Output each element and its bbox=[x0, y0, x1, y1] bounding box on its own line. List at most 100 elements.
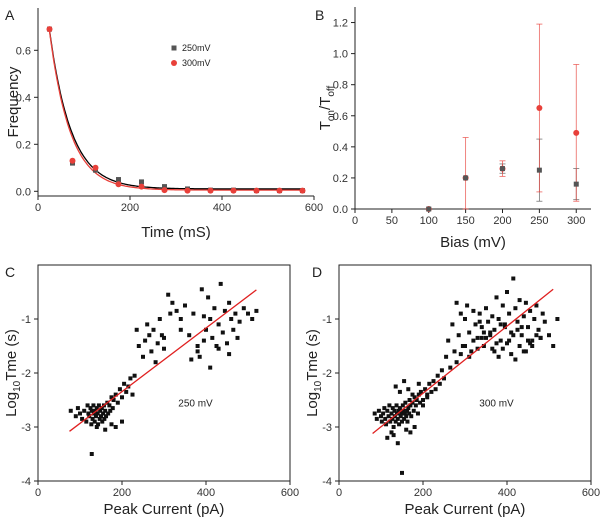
panel-letter: D bbox=[312, 264, 322, 280]
y-axis-label-subscript: 10 bbox=[313, 380, 324, 392]
data-point bbox=[103, 408, 108, 413]
y-axis-label: Log10Tme (s) bbox=[304, 329, 324, 417]
data-point bbox=[117, 387, 122, 392]
data-point bbox=[408, 403, 413, 408]
data-point bbox=[442, 376, 446, 381]
y-tick-label: 0.4 bbox=[333, 142, 348, 154]
data-point bbox=[400, 403, 405, 408]
data-point bbox=[515, 327, 520, 332]
data-point bbox=[406, 387, 411, 392]
data-point bbox=[89, 422, 94, 427]
data-point bbox=[201, 314, 206, 319]
y-tick-label: -2 bbox=[21, 368, 31, 380]
data-point bbox=[250, 317, 255, 321]
data-point bbox=[149, 349, 154, 354]
panel-letter: C bbox=[5, 264, 15, 280]
data-point bbox=[536, 327, 541, 332]
data-point bbox=[410, 400, 415, 405]
data-point-250mV bbox=[139, 179, 144, 185]
y-axis-label-part: T bbox=[317, 121, 334, 130]
data-point bbox=[467, 330, 472, 335]
data-point bbox=[407, 411, 412, 416]
data-point bbox=[201, 338, 206, 343]
data-point-300mV bbox=[46, 26, 53, 33]
data-point bbox=[222, 308, 227, 313]
x-tick-label: 0 bbox=[352, 215, 358, 227]
data-point bbox=[107, 403, 112, 408]
data-point bbox=[104, 414, 109, 419]
data-point bbox=[159, 333, 164, 338]
data-point bbox=[388, 419, 393, 424]
data-point bbox=[220, 330, 225, 335]
data-point bbox=[413, 403, 418, 408]
data-point bbox=[402, 411, 407, 416]
data-point bbox=[519, 333, 524, 338]
data-point-300mV bbox=[161, 187, 168, 194]
data-point bbox=[195, 344, 200, 348]
x-axis-label: Peak Current (pA) bbox=[405, 501, 526, 518]
data-point bbox=[416, 392, 421, 397]
data-point bbox=[530, 344, 535, 348]
panel-letter: B bbox=[315, 7, 324, 23]
data-point bbox=[212, 306, 217, 311]
data-point bbox=[463, 317, 467, 321]
data-point bbox=[523, 300, 528, 305]
data-point bbox=[538, 335, 543, 340]
data-point bbox=[134, 327, 139, 332]
data-point bbox=[412, 425, 417, 429]
data-point bbox=[254, 308, 259, 313]
data-point bbox=[404, 414, 409, 419]
data-point bbox=[208, 365, 213, 370]
x-tick-label: 200 bbox=[113, 487, 131, 499]
data-point bbox=[547, 333, 551, 338]
data-point bbox=[102, 416, 107, 421]
data-point bbox=[477, 311, 482, 316]
data-point bbox=[473, 322, 478, 327]
data-point bbox=[439, 368, 444, 373]
data-point bbox=[197, 354, 202, 359]
data-point bbox=[394, 403, 399, 408]
data-point bbox=[151, 327, 156, 332]
data-point bbox=[513, 357, 518, 362]
y-tick-label: 0.2 bbox=[333, 173, 348, 185]
data-point bbox=[456, 333, 461, 338]
data-point bbox=[415, 411, 420, 416]
data-point bbox=[494, 341, 499, 346]
data-point bbox=[227, 300, 232, 305]
panel-a-time-frequency: A 0 200 400 600 0.0 0.2 0.4 0.6 Time (mS) Frequenc… bbox=[5, 7, 323, 241]
data-point bbox=[374, 416, 379, 421]
data-point bbox=[393, 419, 398, 424]
data-point bbox=[86, 411, 91, 416]
data-point bbox=[73, 414, 78, 419]
data-point bbox=[108, 408, 113, 413]
data-point bbox=[210, 335, 215, 340]
data-point bbox=[409, 414, 414, 419]
data-point bbox=[90, 416, 95, 421]
data-point bbox=[80, 416, 85, 421]
data-point bbox=[502, 322, 507, 327]
data-point-300mV bbox=[138, 183, 145, 190]
data-point bbox=[423, 387, 428, 392]
data-point bbox=[505, 290, 509, 294]
data-point bbox=[208, 317, 213, 321]
data-point bbox=[534, 303, 539, 308]
data-point bbox=[536, 105, 543, 111]
legend-marker-250mV bbox=[171, 45, 177, 51]
y-axis-label-part: Log bbox=[304, 392, 321, 417]
data-point bbox=[398, 414, 403, 419]
data-point bbox=[132, 373, 137, 378]
y-tick-label: 0.6 bbox=[16, 45, 31, 57]
data-point bbox=[500, 303, 505, 308]
data-point bbox=[136, 344, 141, 348]
y-tick-label: 0.0 bbox=[16, 186, 31, 198]
y-tick-label: 0.2 bbox=[16, 139, 31, 151]
data-point bbox=[408, 430, 413, 435]
data-point bbox=[89, 408, 94, 413]
data-point bbox=[405, 419, 410, 424]
y-axis-label-part: Tme (s) bbox=[3, 329, 20, 381]
x-tick-label: 600 bbox=[281, 487, 299, 499]
data-point bbox=[454, 360, 459, 365]
x-tick-label: 200 bbox=[493, 215, 511, 227]
data-point bbox=[233, 311, 238, 316]
data-point bbox=[103, 427, 108, 432]
